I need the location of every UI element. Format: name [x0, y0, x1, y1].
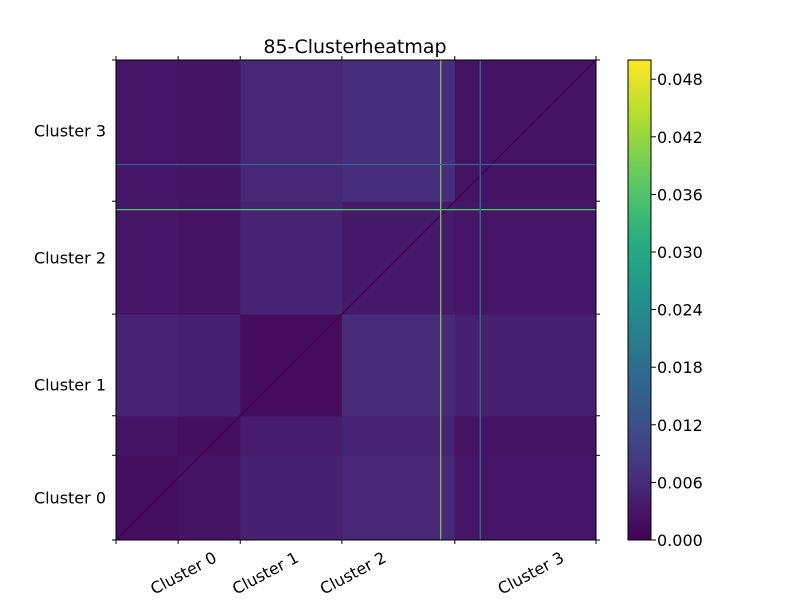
- heatmap-block: [178, 455, 241, 541]
- heatmap-block: [116, 415, 179, 456]
- heatmap-block: [454, 415, 597, 456]
- heatmap-block: [240, 60, 343, 202]
- colorbar-tick-label: 0.036: [657, 185, 703, 204]
- heatmap-block: [454, 455, 597, 541]
- highlight-lines: [116, 60, 596, 540]
- colorbar-tick-label: 0.048: [657, 70, 703, 89]
- heatmap-block: [240, 201, 343, 315]
- heatmap-block: [116, 60, 179, 202]
- x-tick-label: Cluster 1: [229, 548, 302, 599]
- heatmap-block: [454, 314, 597, 417]
- heatmap-block: [341, 415, 456, 456]
- heatmap-block: [178, 314, 241, 417]
- heatmap-block: [178, 201, 241, 315]
- heatmap-block: [341, 455, 456, 541]
- colorbar-tick-label: 0.012: [657, 416, 703, 435]
- colorbar-tick-label: 0.000: [657, 531, 703, 550]
- heatmap-block: [240, 455, 343, 541]
- y-tick-label: Cluster 3: [34, 122, 106, 141]
- heatmap-block: [178, 415, 241, 456]
- y-tick-label: Cluster 1: [34, 376, 106, 395]
- heatmap-block: [341, 60, 456, 202]
- heatmap-diagonal: [115, 59, 597, 541]
- colorbar-ticks: 0.000 0.006 0.012 0.018 0.024 0.030 0.036 0.042…: [651, 70, 703, 550]
- heatmap-block: [116, 201, 179, 315]
- axis-ticks: [112, 56, 600, 544]
- colorbar-tick-label: 0.042: [657, 128, 703, 147]
- heatmap-block: [178, 60, 241, 202]
- x-tick-labels: Cluster 0 Cluster 1 Cluster 2 Cluster 3: [147, 548, 567, 599]
- x-tick-label: Cluster 3: [495, 548, 568, 599]
- plot-frame: [115, 59, 597, 541]
- y-tick-labels: Cluster 0 Cluster 1 Cluster 2 Cluster 3: [34, 122, 106, 508]
- heatmap-cells: [115, 59, 597, 541]
- y-tick-label: Cluster 0: [34, 489, 106, 508]
- colorbar-tick-label: 0.030: [657, 243, 703, 262]
- x-tick-label: Cluster 2: [317, 548, 390, 599]
- heatmap-block: [116, 455, 179, 541]
- colorbar-tick-label: 0.024: [657, 301, 703, 320]
- heatmap-block: [116, 314, 179, 417]
- x-tick-label: Cluster 0: [147, 548, 220, 599]
- colorbar-tick-label: 0.018: [657, 358, 703, 377]
- colorbar: [627, 59, 652, 541]
- y-tick-label: Cluster 2: [34, 249, 106, 268]
- heatmap-block: [240, 415, 343, 456]
- chart-title: 85-Clusterheatmap: [263, 36, 446, 58]
- heatmap-block: [341, 314, 456, 417]
- heatmap-block: [454, 201, 597, 315]
- colorbar-tick-label: 0.006: [657, 473, 703, 492]
